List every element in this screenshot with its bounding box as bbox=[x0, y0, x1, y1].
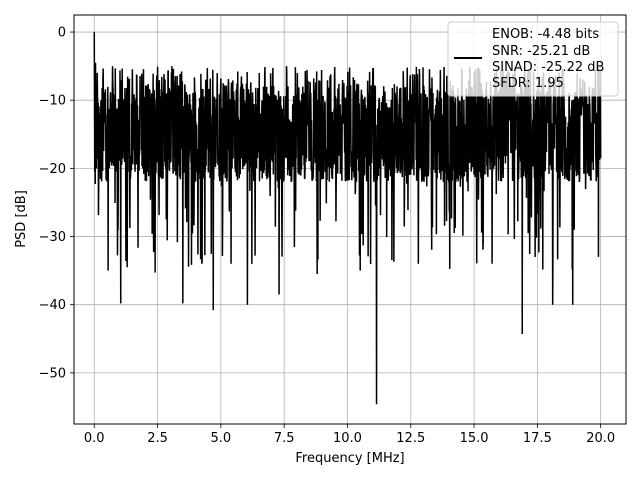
y-axis-label: PSD [dB] bbox=[14, 190, 29, 248]
y-tick-label: −50 bbox=[39, 366, 66, 381]
legend-entry-snr: SNR: -25.21 dB bbox=[492, 44, 590, 59]
x-axis-label: Frequency [MHz] bbox=[295, 451, 404, 466]
legend-entry-sfdr: SFDR: 1.95 bbox=[492, 76, 564, 91]
y-tick-label: −40 bbox=[39, 298, 66, 313]
legend-entry-sinad: SINAD: -25.22 dB bbox=[492, 60, 604, 75]
x-tick-label: 20.0 bbox=[586, 431, 615, 446]
y-tick-label: −20 bbox=[39, 162, 66, 177]
psd-series-line bbox=[93, 32, 602, 405]
y-tick-label: −10 bbox=[39, 94, 66, 109]
y-tick-label: −30 bbox=[39, 230, 66, 245]
legend-box bbox=[447, 21, 619, 97]
y-axis-ticks: 0 −10 −20 −30 −40 −50 bbox=[39, 26, 74, 381]
x-tick-label: 10.0 bbox=[333, 431, 362, 446]
legend-entry-enob: ENOB: -4.48 bits bbox=[492, 27, 599, 42]
axes-frame bbox=[73, 14, 627, 425]
x-tick-label: 5.0 bbox=[211, 431, 232, 446]
x-tick-label: 7.5 bbox=[274, 431, 295, 446]
x-tick-label: 17.5 bbox=[523, 431, 552, 446]
series-layer bbox=[93, 32, 602, 405]
x-tick-label: 12.5 bbox=[396, 431, 425, 446]
x-tick-label: 2.5 bbox=[147, 431, 168, 446]
x-tick-label: 0.0 bbox=[84, 431, 105, 446]
legend: ENOB: -4.48 bits SNR: -25.21 dB SINAD: -… bbox=[447, 21, 619, 97]
x-axis-ticks: 0.0 2.5 5.0 7.5 10.0 12.5 15.0 17.5 20.0 bbox=[84, 424, 615, 446]
y-tick-label: 0 bbox=[58, 26, 66, 41]
x-tick-label: 15.0 bbox=[460, 431, 489, 446]
